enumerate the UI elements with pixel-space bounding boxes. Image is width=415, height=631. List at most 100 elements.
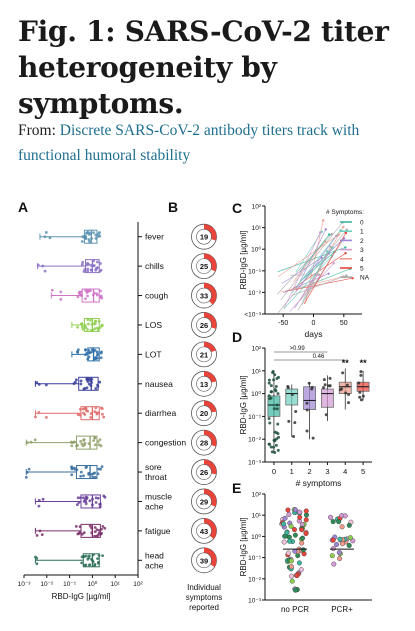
panel-b-pie-7: 20 [191, 400, 217, 427]
panel-d-point [275, 376, 279, 380]
panel-d-point [269, 396, 273, 400]
panel-a-point [84, 407, 87, 411]
panel-a-point [35, 534, 39, 537]
panel-e-point [303, 517, 309, 523]
panel-a-point [76, 295, 80, 299]
panel-d-point [273, 373, 277, 377]
panel-a-point [92, 264, 96, 268]
panel-a-point [91, 560, 95, 564]
panel-a-point [91, 497, 94, 501]
panel-c-legend-title: # Symptoms: [326, 209, 364, 216]
panel-a-point [90, 322, 94, 326]
panel-a-point [86, 328, 89, 331]
panel-d-point [271, 369, 275, 373]
figure-title: Fig. 1: SARS-CoV-2 titer heterogeneity b… [18, 15, 389, 120]
panel-a-point [86, 294, 89, 298]
panel-c-trajectory [283, 232, 321, 309]
panel-a-point [87, 289, 91, 293]
panel-a-point [41, 264, 45, 268]
panel-c-legend-label: 0 [360, 220, 364, 227]
panel-e-y-tick-label: 10¹ [252, 513, 262, 520]
panel-d-box [285, 388, 299, 406]
panel-c-point [317, 273, 321, 276]
panel-b-pie-hole [196, 464, 212, 480]
panel-c-point [344, 252, 347, 255]
panel-a-x-tick-label: 10² [133, 581, 143, 588]
panel-a-point [89, 328, 93, 332]
panel-a-point [94, 496, 98, 500]
panel-a-x-tick-label: 10⁻² [40, 581, 54, 588]
panel-d-point [275, 407, 279, 411]
panel-c-legend-label: 3 [360, 247, 364, 254]
panel-a-row-11: fatigue [34, 523, 171, 538]
panel-a-point [84, 495, 88, 499]
panel-a-point [37, 411, 41, 414]
panel-c-trajectory [283, 255, 333, 310]
panel-a-point [89, 231, 92, 235]
panel-b-pie-count: 13 [200, 380, 208, 389]
panel-a-point [80, 263, 84, 266]
panel-letter-c: C [232, 200, 242, 216]
panel-a-row-label: LOT [145, 349, 162, 359]
panel-d-point [359, 373, 363, 377]
panel-d-group-3: 3 [321, 375, 334, 476]
panel-a-point [75, 444, 78, 448]
panel-a-point [35, 381, 39, 384]
panel-a-point [33, 438, 37, 442]
panel-a-point [87, 238, 91, 241]
panel-b-pie-count: 28 [200, 439, 208, 448]
panel-d-x-tick-label: 5 [361, 467, 365, 476]
panel-d-point [267, 417, 271, 421]
panel-a-point [43, 235, 47, 239]
panel-letter-a: A [18, 199, 28, 215]
panel-c-legend-label: 4 [360, 256, 364, 263]
panel-letter-b: B [168, 199, 178, 215]
panel-e-point [300, 547, 306, 553]
panel-c-point [319, 231, 322, 234]
panel-c-trajectory [291, 230, 341, 294]
panel-a-point [84, 353, 87, 357]
panel-c-point [345, 274, 348, 277]
panel-e-point [330, 519, 336, 525]
panel-b-pie-8: 28 [191, 429, 217, 456]
panel-a-point [90, 503, 94, 507]
panel-b-pie-count: 20 [200, 409, 208, 418]
panel-c-y-tick-label: 10⁻² [248, 290, 262, 297]
panel-e-point [284, 530, 290, 536]
panel-b-pie-10: 29 [191, 488, 217, 515]
panel-d-point [273, 438, 277, 442]
panel-a-point [84, 348, 87, 352]
panel-a-point [92, 259, 95, 263]
panel-a-point [88, 499, 92, 503]
panel-a-point [95, 411, 99, 415]
panel-a-row-label: ache [145, 560, 164, 570]
panel-d-x-tick-label: 3 [325, 467, 329, 476]
panel-a-row-label: ache [145, 501, 164, 511]
panel-c-x-tick-label: 0 [312, 320, 316, 327]
panel-a-point [97, 467, 101, 471]
panel-a-point [82, 270, 86, 273]
panel-b-pie-count: 26 [200, 468, 208, 477]
panel-e-point [285, 507, 291, 513]
panel-d-point [269, 384, 273, 388]
panel-a-row-label: nausea [145, 379, 173, 389]
panel-e-point [299, 540, 305, 546]
panel-a-point [76, 351, 80, 354]
panel-a-point [78, 290, 82, 294]
panel-a-box [80, 494, 101, 509]
panel-a-point [24, 475, 28, 479]
panel-c-trajectory [300, 251, 335, 282]
panel-a-x-tick-label: 10⁻³ [18, 581, 32, 588]
panel-a-point [50, 288, 54, 292]
panel-a-point [80, 322, 83, 326]
panel-a-point [87, 442, 91, 446]
panel-e-point [330, 537, 336, 543]
panel-a-point [87, 355, 91, 359]
panel-a-point [84, 500, 88, 503]
article-link[interactable]: Discrete SARS-CoV-2 antibody titers trac… [18, 122, 360, 164]
panel-a-point [79, 293, 83, 297]
panel-a-point [78, 407, 82, 411]
panel-d-x-tick-label: 1 [290, 467, 294, 476]
panel-a-point [98, 326, 102, 329]
panel-a-point [101, 412, 104, 416]
